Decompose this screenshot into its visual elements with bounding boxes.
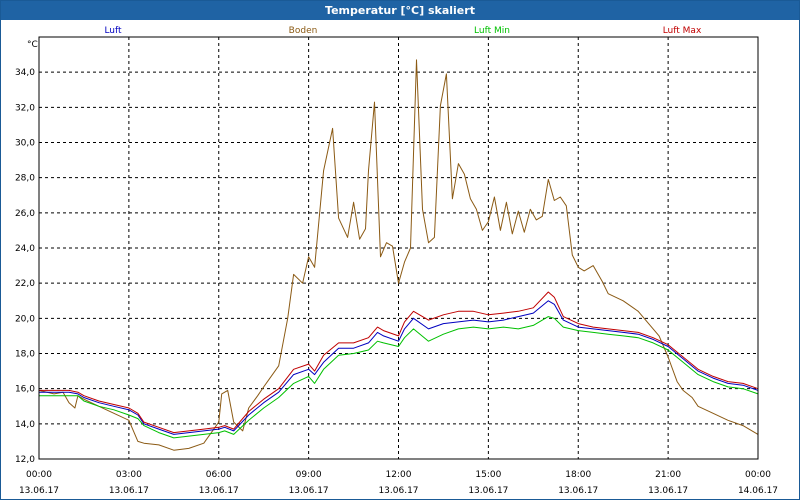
x-tick-date: 13.06.17 (648, 486, 688, 496)
legend-entry-luft: Luft (104, 26, 122, 36)
x-tick-time: 18:00 (565, 470, 591, 480)
y-tick-label: 30,0 (15, 139, 35, 149)
series-line-luft (39, 300, 759, 435)
x-tick-date: 13.06.17 (289, 486, 329, 496)
x-tick-date: 13.06.17 (558, 486, 598, 496)
x-tick-date: 13.06.17 (19, 486, 59, 496)
x-tick-time: 06:00 (206, 470, 232, 480)
x-tick-date: 14.06.17 (738, 486, 778, 496)
x-tick-time: 21:00 (655, 470, 681, 480)
series-lines (38, 59, 759, 451)
plot-frame (38, 36, 759, 460)
x-tick-time: 15:00 (475, 470, 501, 480)
x-tick-time: 09:00 (296, 470, 322, 480)
x-tick-time: 03:00 (116, 470, 142, 480)
y-tick-label: 16,0 (15, 385, 35, 395)
x-tick-date: 13.06.17 (199, 486, 239, 496)
y-axis-unit-label: °C (27, 40, 38, 50)
y-tick-label: 24,0 (15, 244, 35, 254)
y-axis-ticks: 12,0 14,0 16,0 18,0 20,0 22,0 24,0 26,0 28,0 30,0… (15, 68, 35, 465)
window-title: Temperatur [°C] skaliert (1, 1, 799, 20)
y-tick-label: 18,0 (15, 350, 35, 360)
y-tick-label: 20,0 (15, 314, 35, 324)
x-tick-date: 13.06.17 (378, 486, 418, 496)
series-line-boden (38, 59, 759, 451)
x-tick-time: 12:00 (386, 470, 412, 480)
legend-entry-luft-min: Luft Min (474, 26, 510, 36)
y-tick-label: 32,0 (15, 103, 35, 113)
grid-lines (39, 37, 758, 460)
x-tick-time: 00:00 (745, 470, 771, 480)
series-line-luft-min (39, 316, 759, 439)
x-tick-time: 00:00 (26, 470, 52, 480)
y-tick-label: 22,0 (15, 279, 35, 289)
y-tick-label: 12,0 (15, 455, 35, 465)
legend-entry-luft-max: Luft Max (663, 26, 702, 36)
legend: Luft Boden Luft Min Luft Max (104, 26, 702, 36)
series-line-luft-max (39, 291, 759, 434)
x-axis-ticks: 00:00 13.06.17 03:00 13.06.17 06:00 13.06.17 0… (19, 470, 778, 496)
legend-entry-boden: Boden (289, 26, 318, 36)
y-tick-label: 34,0 (15, 68, 35, 78)
y-tick-label: 26,0 (15, 209, 35, 219)
y-tick-label: 14,0 (15, 420, 35, 430)
y-tick-label: 28,0 (15, 174, 35, 184)
x-tick-date: 13.06.17 (468, 486, 508, 496)
x-tick-date: 13.06.17 (109, 486, 149, 496)
